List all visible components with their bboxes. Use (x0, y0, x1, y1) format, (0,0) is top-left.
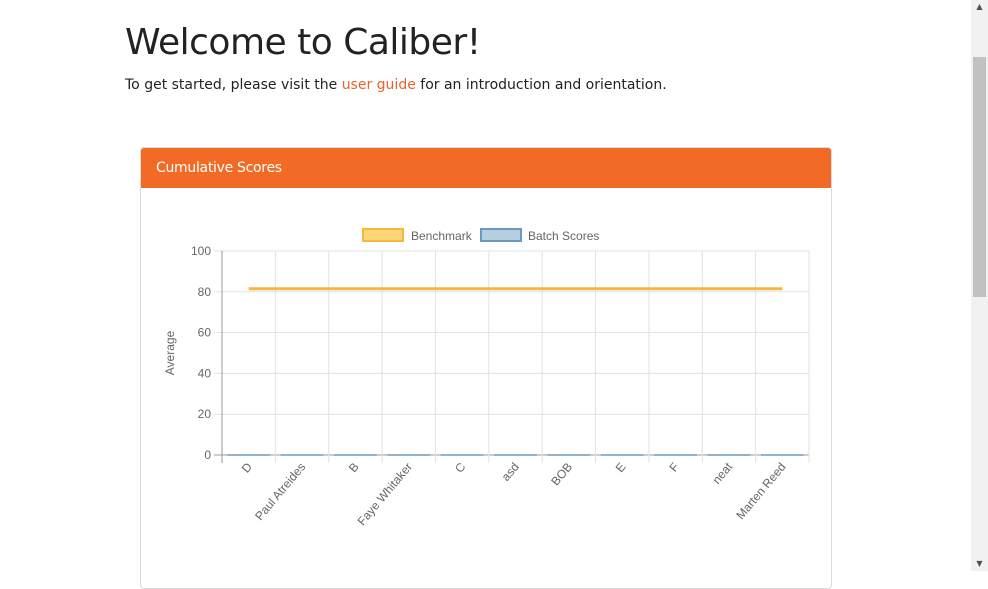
legend-label-benchmark: Benchmark (411, 229, 473, 243)
x-tick-label: Faye Whitaker (355, 460, 415, 528)
x-tick-label: F (666, 460, 681, 475)
x-tick-label: E (613, 460, 629, 475)
legend-swatch-benchmark (362, 228, 404, 242)
legend-swatch-batch-scores (480, 228, 522, 242)
y-tick-label: 60 (198, 326, 212, 340)
y-tick-label: 20 (198, 407, 212, 421)
scroll-thumb[interactable] (973, 57, 986, 297)
scroll-up-icon[interactable]: ▲ (976, 2, 983, 11)
panel-header: Cumulative Scores (141, 148, 831, 188)
scroll-down-icon[interactable]: ▼ (976, 559, 983, 568)
x-tick-label: neat (710, 459, 736, 486)
x-tick-label: B (346, 460, 362, 475)
x-tick-label: D (239, 460, 256, 476)
x-tick-label: Paul Atreides (252, 460, 308, 523)
vertical-scrollbar[interactable]: ▲ ▼ (971, 0, 988, 571)
legend-label-batch-scores: Batch Scores (528, 229, 599, 243)
x-tick-label: Marten Reed (733, 460, 788, 522)
cumulative-scores-panel: Cumulative Scores 0 20 40 60 80 100 Average D Pa… (140, 147, 832, 589)
y-tick-label: 80 (198, 285, 212, 299)
page-title: Welcome to Caliber! (125, 22, 481, 63)
y-tick-label: 0 (204, 448, 211, 462)
main-content: Welcome to Caliber! To get started, plea… (125, 22, 832, 589)
x-tick-label: asd (499, 460, 522, 484)
x-tick-label: C (452, 460, 469, 476)
intro-text-after: for an introduction and orientation. (415, 77, 667, 93)
x-tick-label: BOB (548, 460, 575, 488)
y-axis-label: Average (163, 330, 177, 375)
user-guide-link[interactable]: user guide (341, 77, 416, 93)
y-tick-label: 100 (191, 244, 211, 258)
y-tick-label: 40 (198, 366, 212, 380)
intro-text-before: To get started, please visit the (125, 77, 342, 93)
intro-text: To get started, please visit the user gu… (125, 77, 667, 93)
